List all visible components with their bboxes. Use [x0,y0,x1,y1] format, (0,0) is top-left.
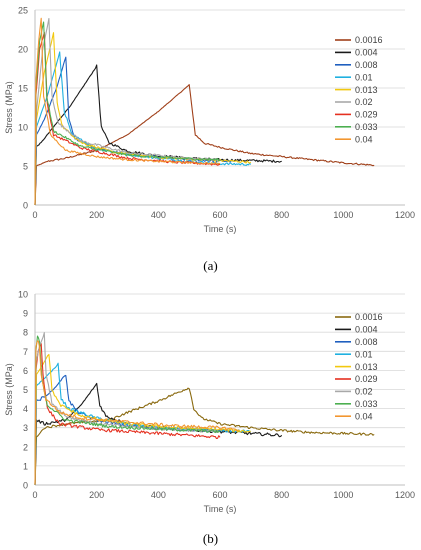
y-axis-title: Stress (MPa) [4,363,14,416]
legend-label: 0.013 [355,85,378,95]
legend-label: 0.02 [355,97,373,107]
legend-item: 0.0016 [335,312,383,322]
legend-item: 0.013 [335,85,378,95]
y-tick-label: 3 [23,423,28,433]
legend-item: 0.01 [335,72,373,82]
y-tick-label: 10 [18,290,28,300]
legend-item: 0.02 [335,387,373,397]
legend-item: 0.02 [335,97,373,107]
legend-label: 0.013 [355,362,378,372]
x-tick-label: 400 [151,210,166,220]
series-line-0_013 [34,353,251,485]
legend-label: 0.033 [355,399,378,409]
legend-item: 0.004 [335,325,378,335]
x-tick-label: 0 [32,210,37,220]
y-tick-label: 20 [18,45,28,55]
legend-item: 0.029 [335,110,378,120]
legend-label: 0.004 [355,325,378,335]
legend-item: 0.029 [335,374,378,384]
x-tick-label: 1000 [333,210,353,220]
legend-label: 0.0016 [355,312,383,322]
series-lines [34,17,375,206]
legend-label: 0.033 [355,122,378,132]
y-tick-label: 1 [23,461,28,471]
series-line-0_029 [34,343,221,486]
legend-label: 0.0016 [355,35,383,45]
y-tick-label: 6 [23,366,28,376]
y-tick-label: 4 [23,404,28,414]
legend-item: 0.004 [335,48,378,58]
y-tick-label: 5 [23,385,28,395]
legend-label: 0.029 [355,374,378,384]
x-tick-label: 200 [89,210,104,220]
legend-item: 0.008 [335,337,378,347]
x-tick-label: 0 [32,490,37,500]
legend-label: 0.008 [355,337,378,347]
series-line-0_033 [34,335,220,485]
legend-label: 0.029 [355,110,378,120]
y-tick-label: 10 [18,123,28,133]
chart-panel-a: 0 5 10 15 20 25 0 200 400 600 800 1000 1200 Time (s) S… [0,0,421,250]
legend-item: 0.033 [335,399,378,409]
legend: 0.0016 0.004 0.008 0.01 0.013 0.02 0.029 0.033 0… [335,35,383,144]
legend-item: 0.04 [335,134,373,144]
panel-caption-a: (a) [203,258,218,273]
series-line-0_008 [34,56,233,206]
legend-item: 0.008 [335,60,378,70]
x-tick-label: 600 [212,490,227,500]
chart-panel-b: 0 1 2 3 4 5 6 7 8 9 10 0 200 400 600 800 1000 1200 Time (s… [0,277,421,527]
series-line-0_04 [34,340,239,485]
y-tick-label: 2 [23,442,28,452]
x-tick-label: 200 [89,490,104,500]
series-lines [34,332,375,486]
y-tick-label: 7 [23,347,28,357]
series-line-0_029 [34,31,221,206]
stress-time-chart-b: 0 1 2 3 4 5 6 7 8 9 10 0 200 400 600 800 1000 1200 Time (s… [4,290,415,515]
series-line-0_004 [34,64,282,205]
legend-label: 0.04 [355,134,373,144]
y-axis-title: Stress (MPa) [4,81,14,134]
legend-label: 0.04 [355,411,373,421]
panel-caption-b: (b) [202,531,219,546]
y-tick-label: 15 [18,84,28,94]
x-tick-label: 800 [274,210,289,220]
legend-item: 0.04 [335,411,373,421]
y-tick-label: 8 [23,328,28,338]
y-tick-label: 5 [23,162,28,172]
x-tick-label: 1200 [395,210,415,220]
x-tick-label: 600 [212,210,227,220]
x-tick-label: 800 [274,490,289,500]
legend-label: 0.01 [355,349,373,359]
x-tick-label: 400 [151,490,166,500]
x-tick-label: 1000 [333,490,353,500]
series-line-0_01 [34,362,251,486]
series-line-0_033 [34,21,221,206]
legend-label: 0.02 [355,387,373,397]
legend-label: 0.008 [355,60,378,70]
x-tick-label: 1200 [395,490,415,500]
stress-time-chart-a: 0 5 10 15 20 25 0 200 400 600 800 1000 1200 Time (s) S… [4,6,415,235]
series-line-0_0016 [34,84,375,205]
gridlines [35,293,405,486]
series-line-0_04 [34,17,221,205]
series-line-0_02 [34,332,221,486]
legend: 0.0016 0.004 0.008 0.01 0.013 0.029 0.02 0.033 0… [335,312,383,421]
legend-label: 0.004 [355,48,378,58]
legend-label: 0.01 [355,72,373,82]
y-tick-label: 0 [23,201,28,211]
y-tick-label: 0 [23,481,28,491]
y-tick-label: 9 [23,309,28,319]
legend-item: 0.033 [335,122,378,132]
legend-item: 0.013 [335,362,378,372]
legend-item: 0.0016 [335,35,383,45]
series-line-0_01 [34,51,252,206]
x-axis-title: Time (s) [204,224,237,234]
legend-item: 0.01 [335,349,373,359]
y-tick-label: 25 [18,6,28,16]
series-line-0_02 [34,17,221,205]
x-axis-title: Time (s) [204,504,237,514]
